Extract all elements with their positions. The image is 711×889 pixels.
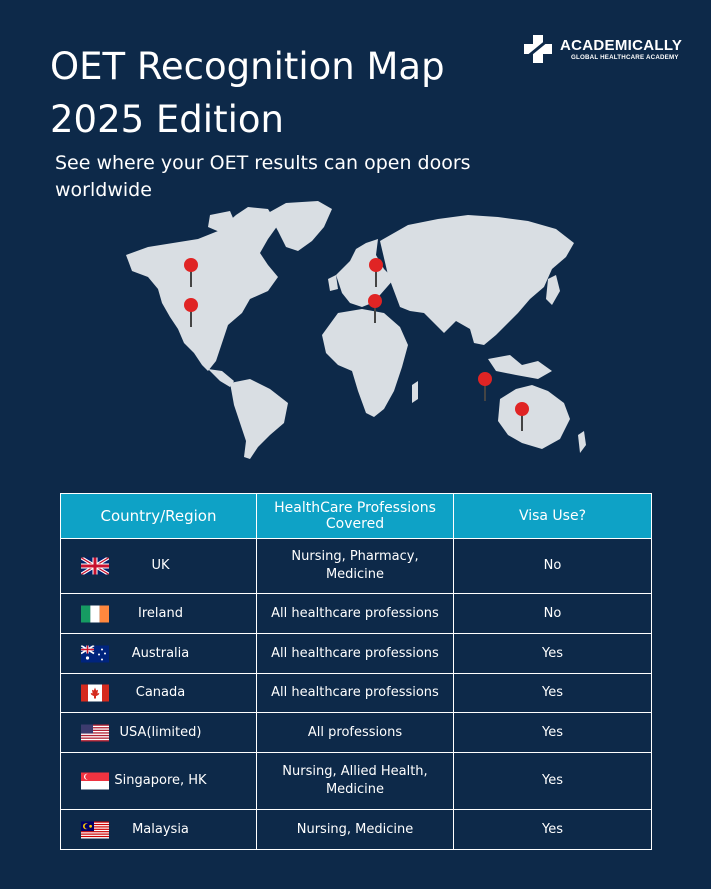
japan-landmass <box>546 275 560 305</box>
table-header-row: Country/Region HealthCare Professions Co… <box>60 493 652 539</box>
south-america-landmass <box>230 379 288 459</box>
uk-flag-icon <box>81 557 109 575</box>
title-line-2: 2025 Edition <box>50 98 284 141</box>
uk-landmass <box>328 275 338 291</box>
medical-cross-icon <box>524 35 552 63</box>
professions-cell: All professions <box>256 712 454 753</box>
canada-flag-icon <box>81 684 109 702</box>
country-name: Canada <box>135 685 186 700</box>
table-row: Canada All healthcare professions Yes <box>60 673 652 713</box>
table-row: UK Nursing, Pharmacy, Medicine No <box>60 538 652 594</box>
header-visa: Visa Use? <box>453 493 652 539</box>
map-pins <box>184 258 529 431</box>
visa-cell: Yes <box>453 752 652 810</box>
table-row: Singapore, HK Nursing, Allied Health, Me… <box>60 752 652 810</box>
visa-cell: No <box>453 593 652 634</box>
professions-cell: Nursing, Medicine <box>256 809 454 850</box>
southeast-asia-islands <box>488 355 552 379</box>
table-row: USA(limited) All professions Yes <box>60 712 652 753</box>
canada-islands-landmass <box>208 211 236 233</box>
country-name: Singapore, HK <box>114 773 207 788</box>
north-america-landmass <box>126 207 278 371</box>
europe-landmass <box>336 239 394 307</box>
professions-cell: All healthcare professions <box>256 673 454 713</box>
asia-landmass <box>380 215 574 345</box>
country-name: Malaysia <box>132 821 189 837</box>
page-subtitle: See where your OET results can open door… <box>55 152 471 201</box>
world-map <box>126 201 586 459</box>
country-name: Ireland <box>138 605 183 621</box>
recognition-table: Country/Region HealthCare Professions Co… <box>60 493 652 850</box>
country-cell: USA(limited) <box>60 712 257 753</box>
brand-logo: ACADEMICALLY GLOBAL HEALTHCARE ACADEMY <box>522 34 692 70</box>
country-cell: Ireland <box>60 593 257 634</box>
greenland-landmass <box>268 201 332 251</box>
country-name: USA(limited) <box>119 724 202 740</box>
table-row: Malaysia Nursing, Medicine Yes <box>60 809 652 850</box>
visa-cell: Yes <box>453 673 652 713</box>
pin-ireland <box>369 258 383 287</box>
visa-cell: Yes <box>453 633 652 674</box>
professions-cell: Nursing, Allied Health, Medicine <box>256 752 454 810</box>
singapore-flag-icon <box>81 772 109 790</box>
pin-australia <box>515 402 529 431</box>
country-cell: Malaysia <box>60 809 257 850</box>
country-name: Australia <box>131 645 190 661</box>
professions-cell: Nursing, Pharmacy, Medicine <box>256 538 454 594</box>
professions-cell: All healthcare professions <box>256 593 454 634</box>
central-america-landmass <box>208 369 234 387</box>
visa-cell: Yes <box>453 809 652 850</box>
madagascar-landmass <box>412 381 418 403</box>
pin-canada <box>184 258 198 287</box>
new-zealand-landmass <box>578 431 586 453</box>
header-country: Country/Region <box>60 493 257 539</box>
table-row: Ireland All healthcare professions No <box>60 593 652 634</box>
brand-tagline: GLOBAL HEALTHCARE ACADEMY <box>571 54 679 61</box>
ireland-flag-icon <box>81 605 109 622</box>
visa-cell: Yes <box>453 712 652 753</box>
country-cell: Australia <box>60 633 257 674</box>
professions-cell: All healthcare professions <box>256 633 454 674</box>
australia-landmass <box>498 385 570 449</box>
country-cell: Canada <box>60 673 257 713</box>
header-professions: HealthCare Professions Covered <box>256 493 454 539</box>
table-row: Australia All healthcare professions Yes <box>60 633 652 674</box>
africa-landmass <box>322 309 408 417</box>
malaysia-flag-icon <box>81 821 109 838</box>
country-cell: Singapore, HK <box>60 752 257 810</box>
title-line-1: OET Recognition Map <box>50 45 445 88</box>
australia-flag-icon <box>81 645 109 662</box>
visa-cell: No <box>453 538 652 594</box>
country-cell: UK <box>60 538 257 594</box>
pin-uk <box>368 294 382 323</box>
brand-name: ACADEMICALLY <box>560 37 683 54</box>
pin-singapore <box>478 372 492 401</box>
usa-flag-icon <box>81 724 109 741</box>
country-name: UK <box>151 558 170 573</box>
page-title: OET Recognition Map 2025 Edition <box>50 40 445 146</box>
pin-usa <box>184 298 198 327</box>
